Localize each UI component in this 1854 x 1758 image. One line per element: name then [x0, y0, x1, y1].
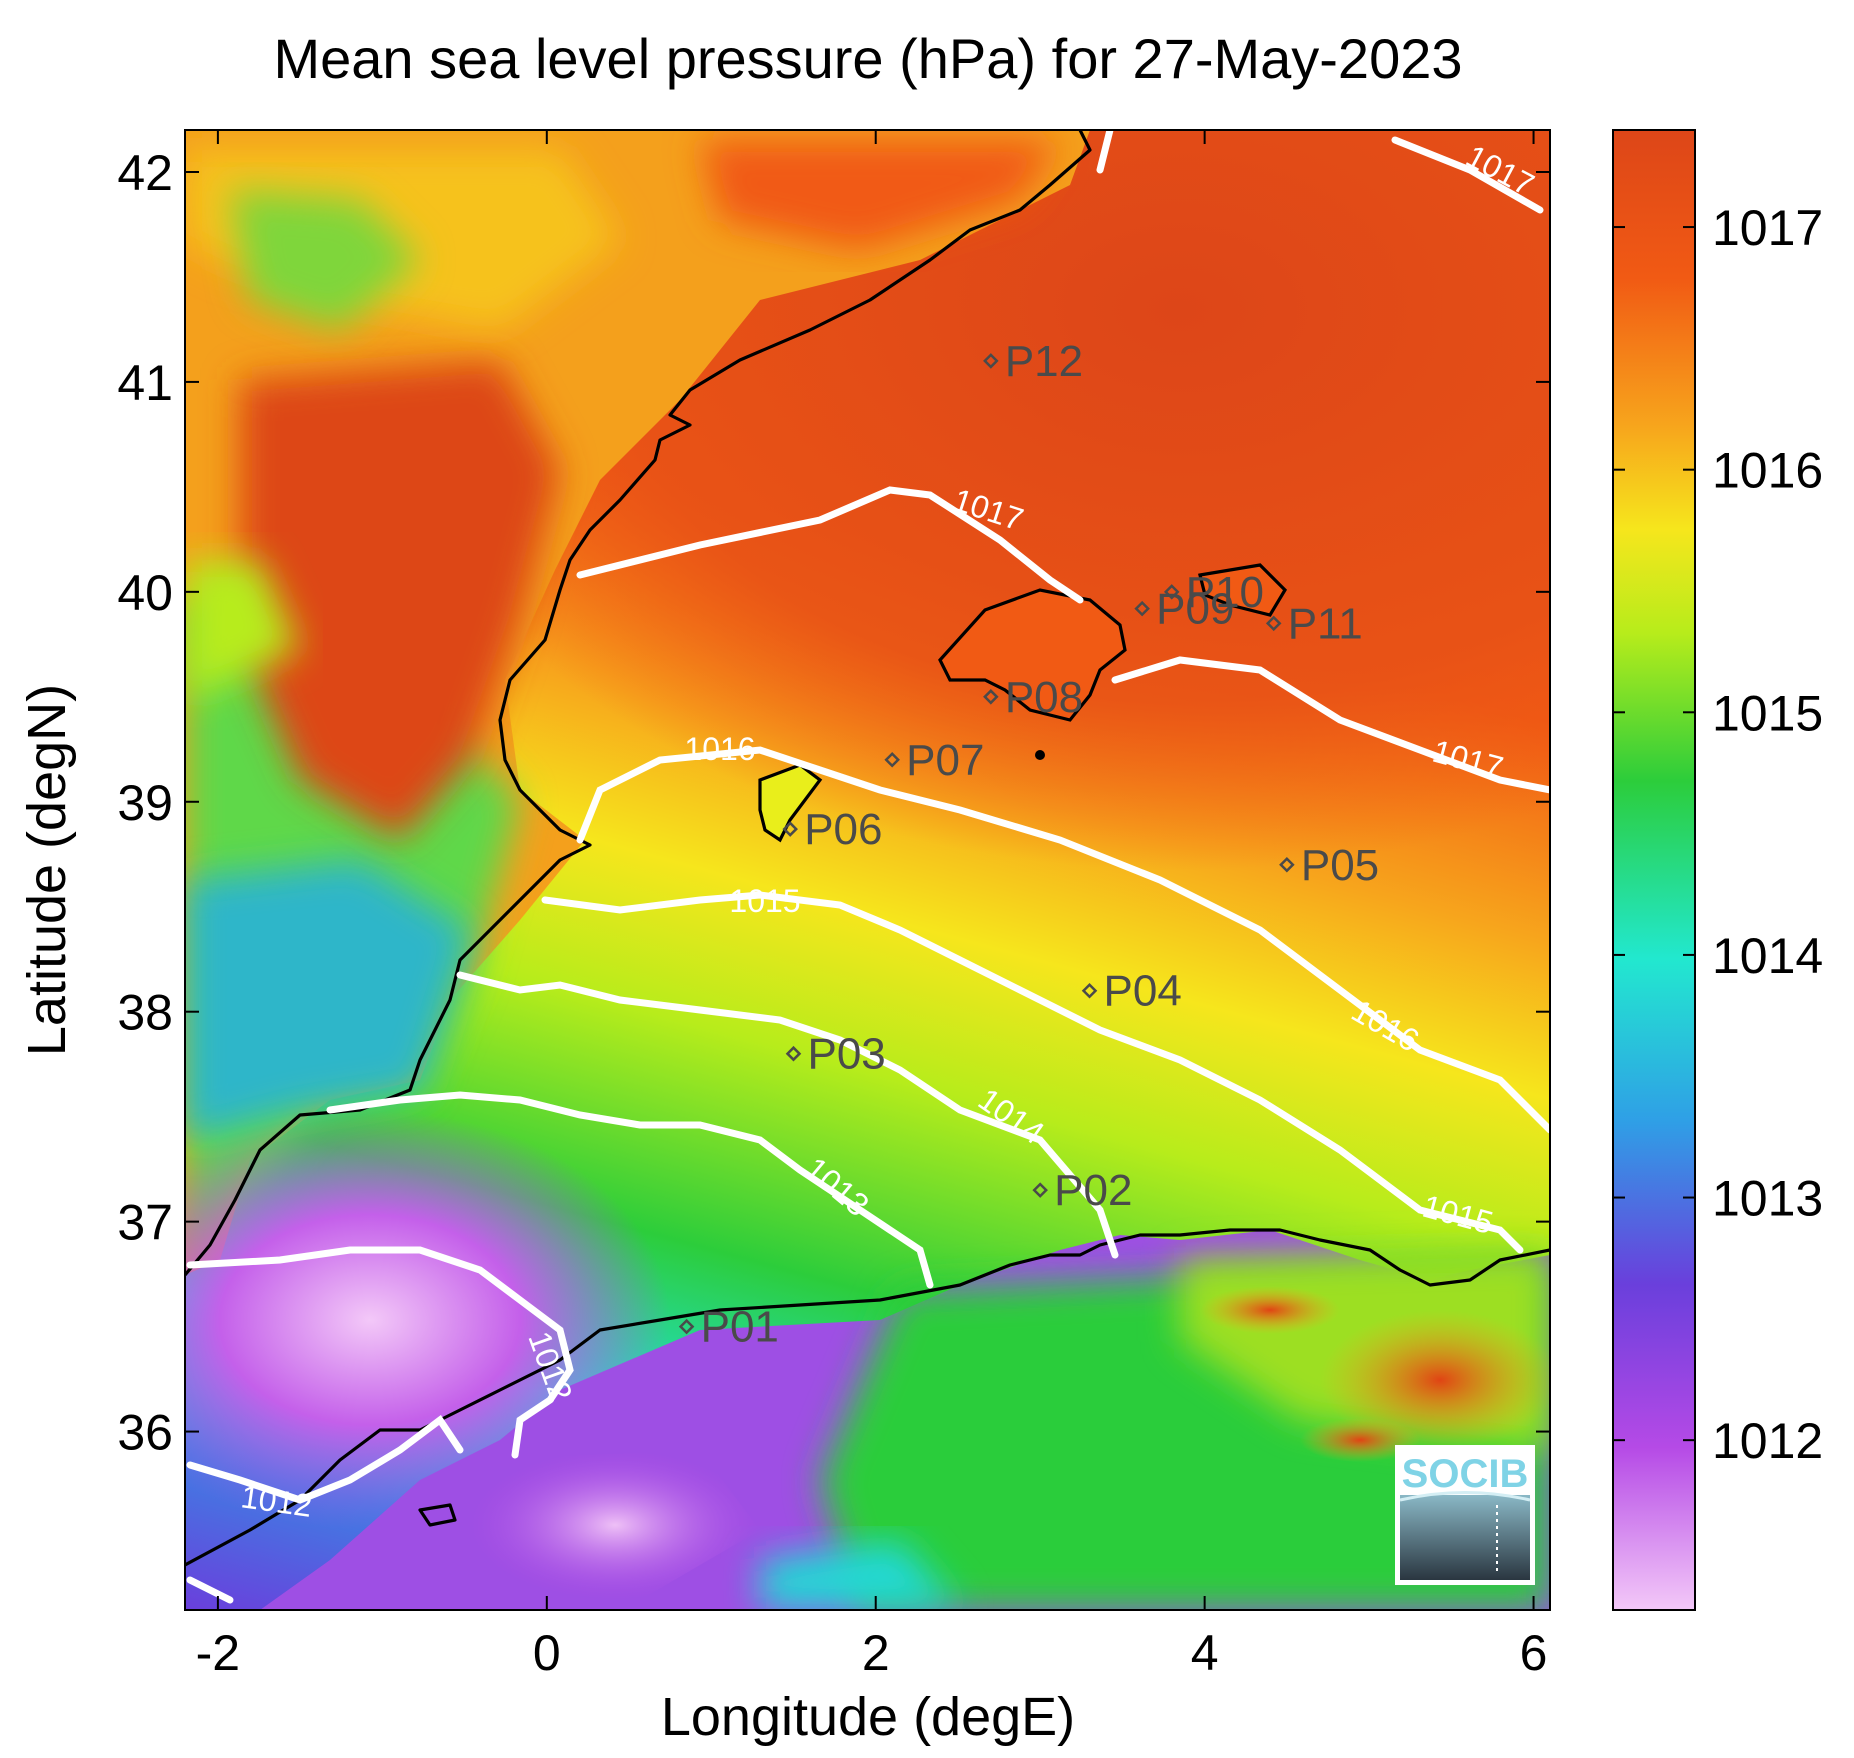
contour-label: 1016: [684, 731, 755, 767]
isobar-1013: [326, 1091, 934, 1289]
coastlines: [185, 130, 1550, 1567]
station-marker: [785, 1045, 802, 1062]
station-label: P07: [906, 736, 984, 785]
y-tick-label: 39: [117, 775, 173, 831]
colorbar-tick-label: 1012: [1712, 1413, 1823, 1469]
y-tick-label: 41: [117, 355, 173, 411]
station-marker: [1279, 856, 1295, 873]
isobar-1017-top: [1096, 130, 1114, 174]
socib-logo: SOCIB: [1395, 1445, 1535, 1585]
y-tick-label: 36: [117, 1405, 173, 1461]
station-marker: [782, 821, 798, 837]
isobar-1012-corner: [186, 1576, 234, 1604]
colorbar-tick-label: 1015: [1712, 685, 1823, 741]
x-tick-label: -2: [196, 1625, 240, 1681]
isobar-1016: [576, 746, 1550, 1134]
station-marker: [1134, 600, 1150, 617]
isobar-1015: [541, 891, 1524, 1254]
station-marker: [1163, 584, 1180, 600]
station-label: P08: [1005, 673, 1083, 722]
x-tick-label: 2: [862, 1625, 890, 1681]
isobar-1012-west: [186, 1414, 464, 1504]
x-tick-label: 4: [1191, 1625, 1219, 1681]
balearic-islands: [758, 563, 1288, 843]
colorbar-gradient: [1612, 129, 1696, 1611]
x-tick-label: 0: [533, 1625, 561, 1681]
y-axis-ticks: 36 37 38 39 40 41 42: [117, 145, 1550, 1461]
chart-title: Mean sea level pressure (hPa) for 27-May…: [273, 27, 1462, 90]
colorbar-tick-label: 1014: [1712, 928, 1823, 984]
station-label: P06: [804, 805, 882, 854]
isobar-1014: [456, 971, 1119, 1259]
y-tick-label: 38: [117, 985, 173, 1041]
station-label: P02: [1054, 1166, 1132, 1215]
station-marker: [1081, 982, 1098, 999]
y-tick-label: 37: [117, 1195, 173, 1251]
x-axis-label: Longitude (degE): [661, 1687, 1075, 1747]
contour-label: 1015: [729, 883, 800, 919]
y-tick-label: 40: [117, 565, 173, 621]
isobar-1017-east: [1111, 656, 1550, 794]
station-label: P04: [1104, 967, 1182, 1016]
station-marker: [1032, 1182, 1048, 1198]
station-label: P10: [1186, 568, 1264, 617]
x-axis-ticks: -2 0 2 4 6: [196, 130, 1548, 1681]
isobar-1012-east: [186, 1246, 574, 1459]
station-label: P09: [1156, 585, 1234, 634]
station-marker: [678, 1318, 695, 1335]
station-marker: [983, 353, 999, 369]
map-plot-area: 1017 1017 1017 1016 1016 1015 1015 1014 …: [185, 130, 1550, 1610]
station-label: P12: [1005, 337, 1083, 386]
socib-logo-text: SOCIB: [1402, 1452, 1529, 1496]
north-africa-land: [260, 1230, 1550, 1610]
y-tick-label: 42: [117, 145, 173, 201]
station-marker: [983, 689, 999, 705]
colorbar-ticks: 1012 1013 1014 1015 1016 1017: [1613, 200, 1823, 1469]
x-tick-label: 6: [1520, 1625, 1548, 1681]
colorbar-tick-label: 1013: [1712, 1171, 1823, 1227]
iberia-land: [185, 130, 1090, 1280]
y-axis-label: Latitude (degN): [17, 684, 77, 1056]
colorbar: 1012 1013 1014 1015 1016 1017: [1612, 129, 1823, 1611]
station-label: P11: [1288, 599, 1363, 648]
isobar-1017-north: [576, 486, 1084, 604]
colorbar-tick-label: 1017: [1712, 200, 1823, 256]
colorbar-tick-label: 1016: [1712, 443, 1823, 499]
plot-frame: [184, 129, 1551, 1611]
station-label: P01: [701, 1303, 779, 1352]
station-marker: [1265, 615, 1282, 632]
station-marker: [884, 752, 900, 768]
station-label: P05: [1301, 841, 1379, 890]
station-label: P03: [807, 1030, 885, 1079]
isobars: [186, 130, 1550, 1604]
isobar-1017-corner: [1391, 136, 1544, 214]
